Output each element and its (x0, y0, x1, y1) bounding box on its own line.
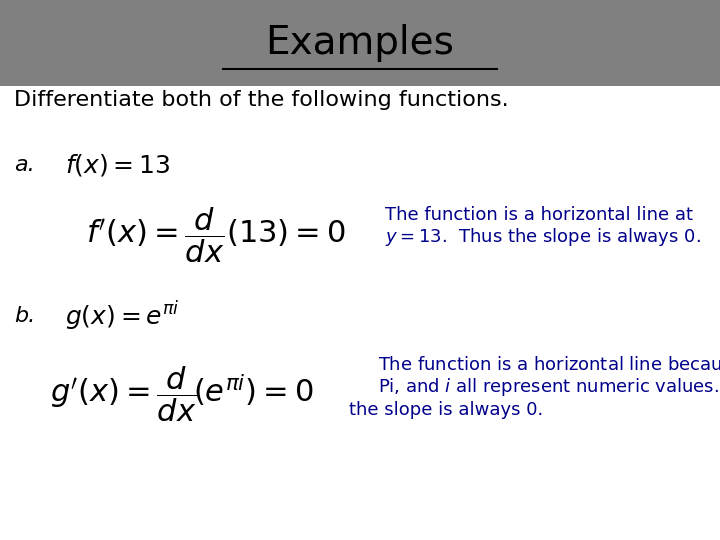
Text: $f'(x) = \dfrac{d}{dx}(13) = 0$: $f'(x) = \dfrac{d}{dx}(13) = 0$ (86, 205, 346, 265)
Text: b.: b. (14, 306, 36, 326)
FancyBboxPatch shape (0, 0, 720, 86)
Text: The function is a horizontal line because $e$,: The function is a horizontal line becaus… (378, 354, 720, 375)
Text: $y=13$.  Thus the slope is always 0.: $y=13$. Thus the slope is always 0. (385, 226, 701, 247)
Text: Examples: Examples (266, 24, 454, 62)
Text: The function is a horizontal line at: The function is a horizontal line at (385, 206, 693, 224)
Text: Pi, and $i$ all represent numeric values.  Thus: Pi, and $i$ all represent numeric values… (378, 376, 720, 398)
Text: the slope is always 0.: the slope is always 0. (349, 401, 544, 419)
Text: Differentiate both of the following functions.: Differentiate both of the following func… (14, 90, 509, 110)
Text: a.: a. (14, 154, 35, 175)
Text: $g(x)=e^{\pi i}$: $g(x)=e^{\pi i}$ (65, 299, 179, 333)
Text: $f(x)=13$: $f(x)=13$ (65, 152, 171, 178)
Text: $g'(x) = \dfrac{d}{dx}\!\left(e^{\pi i}\right) = 0$: $g'(x) = \dfrac{d}{dx}\!\left(e^{\pi i}\… (50, 364, 314, 424)
